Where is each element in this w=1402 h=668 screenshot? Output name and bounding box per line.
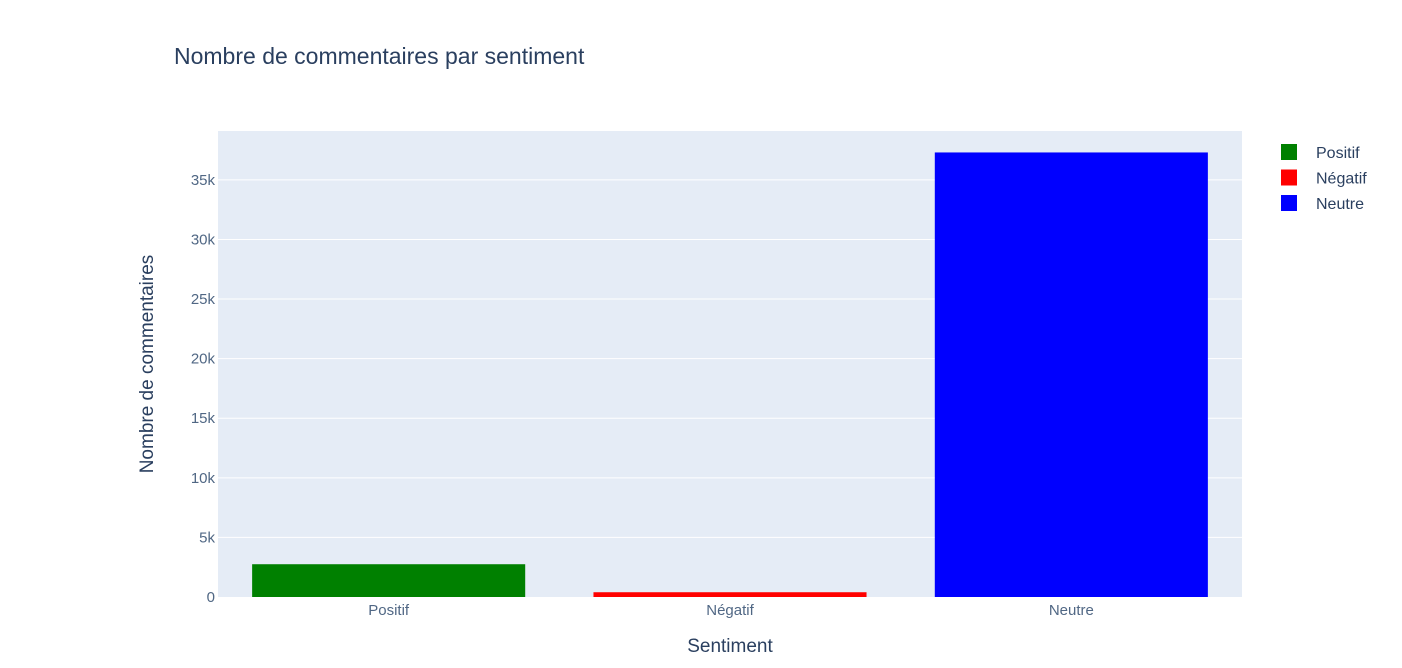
bar-1[interactable] — [252, 564, 526, 597]
y-tick-label: 20k — [191, 351, 216, 368]
x-axis-title: Sentiment — [687, 636, 773, 657]
x-tick-label: Négatif — [706, 602, 754, 619]
bar-2[interactable] — [593, 592, 867, 597]
chart-title: Nombre de commentaires par sentiment — [174, 43, 585, 69]
legend-item[interactable]: Neutre — [1281, 195, 1364, 213]
legend-label: Positif — [1316, 145, 1360, 162]
y-tick-label: 5k — [199, 529, 215, 546]
legend[interactable]: Positif Négatif Neutre — [1281, 144, 1367, 213]
legend-swatch — [1281, 169, 1297, 186]
y-tick-label: 0 — [207, 589, 215, 606]
y-tick-label: 35k — [191, 172, 216, 189]
y-tick-label: 30k — [191, 231, 216, 248]
y-axis-title: Nombre de commentaires — [137, 255, 158, 474]
legend-label: Neutre — [1316, 196, 1364, 213]
legend-swatch — [1281, 195, 1297, 211]
legend-swatch — [1281, 144, 1297, 160]
x-axis-ticks: Positif Négatif Neutre — [368, 602, 1094, 619]
y-tick-label: 25k — [191, 291, 216, 308]
legend-item[interactable]: Positif — [1281, 144, 1360, 162]
x-tick-label: Neutre — [1049, 602, 1094, 619]
y-axis-ticks: 0 5k 10k 15k 20k 25k 30k 35k — [191, 172, 216, 606]
legend-label: Négatif — [1316, 171, 1367, 188]
y-tick-label: 10k — [191, 470, 216, 487]
x-tick-label: Positif — [368, 602, 410, 619]
y-tick-label: 15k — [191, 410, 216, 427]
bar-3[interactable] — [934, 152, 1208, 597]
legend-item[interactable]: Négatif — [1281, 169, 1367, 188]
bars — [252, 152, 1208, 597]
